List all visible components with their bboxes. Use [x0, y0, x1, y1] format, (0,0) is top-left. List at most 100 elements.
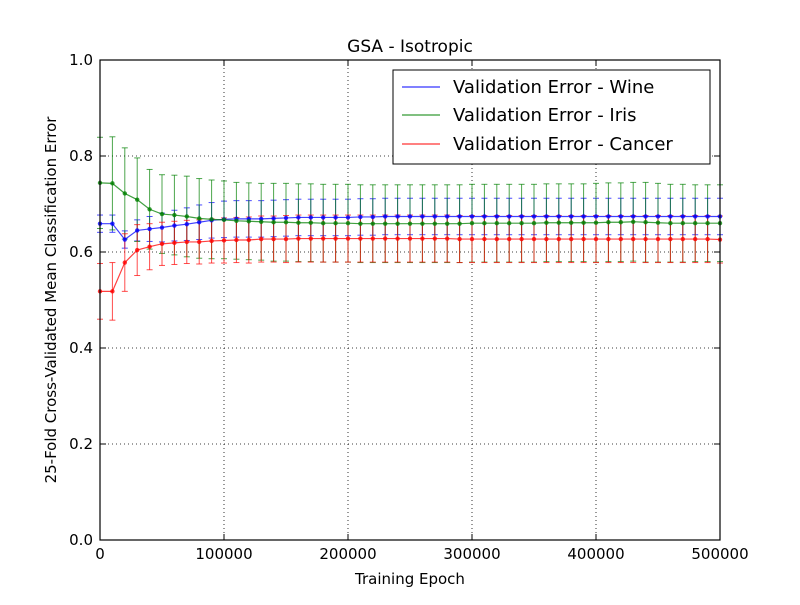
x-axis-label: Training Epoch: [354, 570, 465, 588]
point-iris: [457, 221, 462, 226]
point-wine: [159, 225, 165, 230]
point-wine: [655, 214, 661, 219]
point-wine: [618, 214, 623, 219]
legend-box: [392, 69, 711, 165]
point-iris: [531, 221, 537, 226]
point-cancer: [135, 247, 140, 253]
point-iris: [246, 219, 251, 224]
point-cancer: [184, 239, 189, 245]
point-cancer: [296, 236, 301, 241]
point-iris: [110, 181, 115, 186]
point-iris: [345, 221, 351, 226]
point-iris: [221, 217, 227, 223]
point-iris: [147, 207, 152, 212]
x-tick-label: 500000: [691, 545, 748, 563]
point-cancer: [147, 244, 152, 249]
point-cancer: [432, 236, 437, 241]
point-cancer: [321, 236, 326, 241]
point-cancer: [308, 236, 313, 241]
point-wine: [519, 214, 524, 219]
x-tick-label: 300000: [443, 545, 500, 563]
point-wine: [135, 228, 140, 233]
point-cancer: [445, 236, 450, 241]
x-tick-label: 100000: [195, 545, 252, 563]
point-wine: [705, 214, 710, 219]
point-iris: [469, 221, 475, 226]
point-iris: [643, 220, 648, 225]
point-iris: [308, 220, 313, 225]
point-cancer: [494, 236, 499, 242]
point-cancer: [581, 236, 586, 242]
point-wine: [383, 214, 388, 219]
point-cancer: [544, 236, 549, 242]
point-iris: [135, 197, 140, 202]
point-cancer: [469, 236, 475, 242]
point-wine: [271, 216, 276, 221]
point-wine: [370, 214, 375, 220]
point-iris: [593, 220, 599, 225]
point-iris: [606, 220, 611, 225]
point-wine: [482, 214, 487, 219]
point-wine: [172, 223, 177, 228]
point-cancer: [209, 238, 214, 244]
point-iris: [581, 220, 586, 225]
point-wine: [283, 215, 289, 221]
point-cancer: [631, 236, 636, 242]
point-iris: [618, 220, 623, 225]
y-tick-label: 0.0: [69, 531, 93, 549]
point-cancer: [122, 260, 128, 265]
point-iris: [631, 219, 636, 224]
point-cancer: [283, 236, 289, 242]
point-cancer: [370, 236, 375, 241]
point-iris: [668, 221, 673, 226]
point-wine: [631, 214, 636, 219]
point-iris: [432, 221, 437, 226]
y-tick-label: 0.6: [69, 243, 93, 261]
point-iris: [507, 221, 512, 226]
point-iris: [358, 221, 363, 226]
point-wine: [197, 220, 202, 225]
legend-label-wine: Validation Error - Wine: [453, 77, 654, 98]
x-tick-label: 0: [95, 545, 105, 563]
point-iris: [395, 221, 400, 226]
point-cancer: [593, 236, 599, 242]
point-wine: [432, 214, 437, 219]
y-tick-label: 0.2: [69, 435, 93, 453]
plot-area-frame: [99, 59, 721, 541]
point-wine: [643, 214, 648, 219]
point-wine: [494, 214, 499, 219]
point-cancer: [507, 236, 512, 242]
point-wine: [308, 215, 313, 220]
point-wine: [569, 214, 574, 219]
point-cancer: [345, 236, 351, 241]
point-wine: [693, 214, 698, 219]
point-wine: [321, 215, 326, 220]
y-axis-label: 25-Fold Cross-Validated Mean Classificat…: [42, 116, 60, 484]
point-iris: [705, 221, 710, 226]
point-wine: [593, 214, 599, 219]
point-wine: [395, 214, 400, 219]
point-wine: [668, 214, 673, 219]
series-markers: [97, 180, 723, 294]
x-tick-label: 400000: [567, 545, 624, 563]
point-wine: [507, 214, 512, 219]
point-wine: [556, 214, 561, 219]
point-wine: [531, 214, 537, 219]
axis-ticks: [99, 59, 721, 541]
point-wine: [333, 215, 338, 220]
point-wine: [122, 237, 128, 242]
y-tick-label: 1.0: [69, 51, 93, 69]
point-iris: [296, 220, 301, 225]
point-wine: [147, 226, 152, 232]
point-wine: [680, 214, 685, 219]
point-iris: [209, 217, 214, 222]
point-cancer: [531, 236, 537, 242]
point-iris: [321, 221, 326, 226]
point-wine: [445, 214, 450, 219]
point-iris: [482, 221, 487, 226]
x-tick-label: 200000: [319, 545, 376, 563]
point-cancer: [705, 236, 710, 242]
point-cancer: [420, 236, 425, 241]
point-wine: [420, 214, 425, 219]
point-iris: [159, 211, 165, 217]
